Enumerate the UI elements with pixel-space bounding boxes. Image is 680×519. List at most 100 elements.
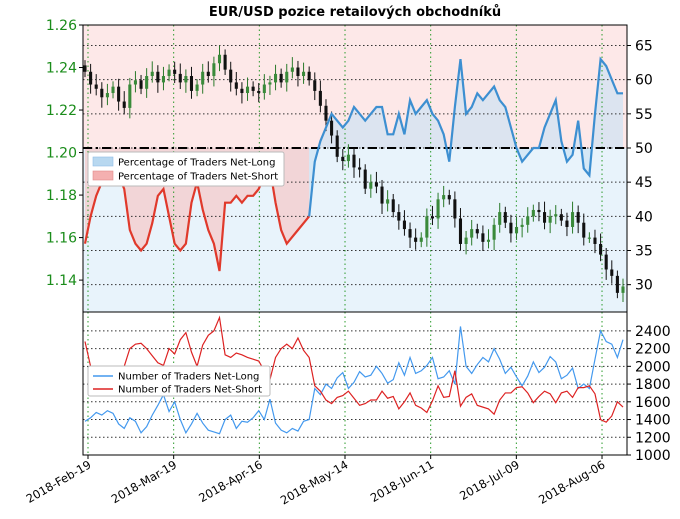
candle-body-82 — [542, 212, 547, 223]
candle-body-8 — [128, 84, 132, 108]
pct-tick-label-4: 45 — [635, 175, 653, 191]
candle-body-81 — [537, 209, 541, 213]
candle-body-74 — [498, 212, 502, 225]
candle-body-24 — [217, 54, 222, 64]
candle-body-15 — [167, 69, 171, 77]
candle-body-34 — [273, 73, 278, 83]
candle-body-63 — [436, 199, 440, 219]
candle-body-72 — [486, 239, 491, 242]
candle-body-83 — [548, 216, 552, 223]
candle-body-92 — [599, 243, 603, 255]
count-tick-label-1: 2200 — [635, 342, 671, 358]
pct-tick-label-1: 60 — [635, 73, 653, 89]
candle-body-4 — [105, 93, 109, 98]
candle-body-36 — [285, 71, 289, 83]
candle-body-31 — [257, 90, 261, 94]
candle-body-27 — [234, 82, 238, 89]
candle-body-80 — [531, 209, 535, 217]
candle-body-84 — [554, 214, 558, 217]
price-tick-label-2: 1.22 — [46, 103, 77, 119]
legend-top-swatch-0 — [92, 156, 114, 167]
candle-body-46 — [341, 156, 345, 162]
candle-body-20 — [195, 84, 199, 91]
candle-body-93 — [604, 254, 608, 270]
candle-body-57 — [402, 220, 406, 230]
candle-body-86 — [565, 220, 569, 227]
candle-body-70 — [475, 229, 479, 234]
candle-body-23 — [212, 63, 216, 77]
count-tick-label-4: 1600 — [635, 395, 671, 411]
count-tick-label-2: 2000 — [635, 359, 671, 375]
count-tick-label-5: 1400 — [635, 413, 671, 429]
candle-body-1 — [89, 71, 93, 85]
candle-body-68 — [464, 237, 468, 244]
pct-line-long — [308, 56, 623, 217]
candle-body-67 — [458, 218, 463, 244]
pct-tick-label-0: 65 — [635, 39, 653, 55]
candle-body-7 — [122, 101, 126, 108]
legend-top-swatch-1 — [92, 170, 114, 181]
candle-body-77 — [514, 226, 519, 234]
candle-body-94 — [610, 269, 614, 276]
candle-body-59 — [414, 237, 418, 242]
candle-body-21 — [201, 71, 205, 85]
candle-body-22 — [206, 71, 210, 77]
candle-body-18 — [184, 76, 188, 83]
candle-body-13 — [156, 71, 160, 83]
candle-body-28 — [240, 88, 244, 94]
candle-body-5 — [111, 86, 115, 94]
candle-body-85 — [559, 214, 563, 221]
candle-body-40 — [307, 71, 311, 81]
candle-body-71 — [481, 233, 485, 242]
candle-body-65 — [447, 195, 451, 200]
candle-body-41 — [313, 80, 317, 91]
candle-body-45 — [335, 135, 339, 157]
net-long-count-line — [84, 326, 624, 435]
candle-body-6 — [117, 86, 121, 102]
pct-tick-label-6: 35 — [635, 244, 653, 260]
net-short-count-line — [84, 315, 624, 423]
candle-body-47 — [346, 154, 350, 162]
bottom-frame — [82, 311, 628, 456]
x-tick-label-2: 2018-Apr-16 — [196, 457, 265, 505]
candle-body-96 — [621, 286, 625, 293]
candle-body-76 — [509, 222, 513, 234]
legend-top-label-0: Percentage of Traders Net-Long — [118, 158, 276, 169]
price-tick-label-3: 1.20 — [46, 146, 77, 162]
candle-body-91 — [593, 237, 597, 244]
price-tick-label-6: 1.14 — [46, 273, 77, 289]
candle-body-56 — [397, 212, 401, 221]
price-tick-label-0: 1.26 — [46, 18, 77, 34]
candle-body-66 — [453, 199, 457, 219]
candle-body-29 — [245, 86, 250, 94]
price-tick-label-1: 1.24 — [46, 61, 77, 77]
candle-body-73 — [492, 224, 496, 240]
x-tick-label-1: 2018-Mar-19 — [109, 457, 179, 506]
candle-body-43 — [324, 105, 328, 121]
x-tick-label-4: 2018-Jun-11 — [368, 457, 436, 505]
candle-body-30 — [251, 86, 255, 91]
candle-body-37 — [290, 67, 294, 72]
count-tick-label-7: 1000 — [635, 448, 671, 464]
candle-body-52 — [374, 182, 378, 187]
legend-bottom-label-1: Number of Traders Net-Short — [118, 385, 262, 396]
candle-body-38 — [296, 67, 300, 77]
candle-body-75 — [503, 212, 507, 223]
candle-body-0 — [83, 65, 87, 72]
candle-body-32 — [262, 84, 266, 94]
legend-top-label-1: Percentage of Traders Net-Short — [118, 172, 278, 183]
x-tick-label-3: 2018-May-14 — [278, 457, 351, 507]
count-tick-label-3: 1800 — [635, 377, 671, 393]
pct-tick-label-5: 40 — [635, 209, 653, 225]
candle-body-9 — [133, 80, 137, 85]
candle-body-12 — [150, 71, 154, 77]
candle-body-42 — [318, 90, 322, 106]
candle-body-44 — [330, 120, 334, 136]
price-tick-label-4: 1.18 — [46, 188, 77, 204]
candle-body-39 — [302, 71, 306, 77]
candle-body-53 — [380, 186, 384, 204]
candle-body-50 — [363, 169, 367, 189]
candle-body-90 — [587, 237, 591, 239]
